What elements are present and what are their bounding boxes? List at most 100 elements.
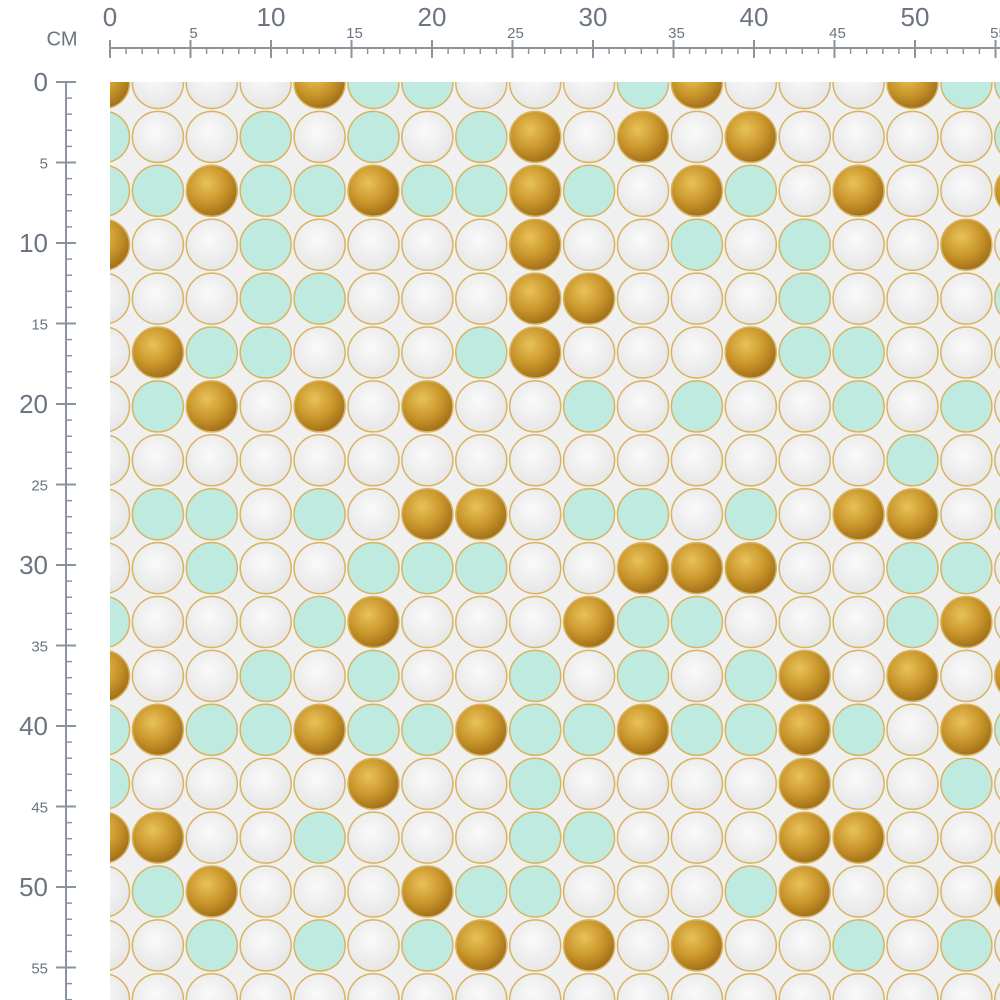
pattern-circle [293,82,346,110]
pattern-circle [886,218,939,271]
left-tick-label: 10 [19,228,48,258]
pattern-circle [670,703,724,757]
pattern-circle [724,757,778,810]
pattern-circle [670,865,724,918]
left-tick-label: 40 [19,711,48,741]
pattern-circle [347,541,400,595]
pattern-circle [616,326,670,379]
pattern-circle [832,380,885,433]
pattern-circle [131,973,185,1000]
pattern-circle [347,218,400,271]
pattern-circle [508,595,562,649]
pattern-circle [886,487,939,541]
pattern-circle [508,487,562,541]
pattern-circle [508,541,562,595]
pattern-circle [508,919,562,972]
pattern-circle [455,757,508,810]
pattern-circle [347,811,400,864]
pattern-circle [347,865,400,918]
left-tick-label: 35 [31,639,48,656]
pattern-circle [940,326,993,379]
pattern-circle [778,757,831,810]
pattern-circle [994,713,1000,747]
pattern-circle [347,595,400,649]
pattern-circle [778,434,831,487]
pattern-circle [401,703,454,757]
pattern-circle [670,164,724,218]
pattern-circle [508,434,562,487]
pattern-circle [994,874,1000,909]
left-tick-label: 0 [34,67,48,97]
pattern-circle [832,865,885,918]
pattern-circle [293,487,346,541]
pattern-circle [670,811,724,864]
pattern-circle [508,811,562,864]
pattern-circle [110,219,131,271]
top-tick-label: 50 [901,2,930,32]
pattern-circle [940,541,993,595]
pattern-circle [886,380,939,433]
pattern-circle [239,110,292,164]
pattern-circle [293,703,346,757]
pattern-circle [940,865,993,918]
left-tick-label: 30 [19,550,48,580]
pattern-circle [110,704,131,756]
pattern-circle [994,659,1000,693]
fabric-pattern [110,82,1000,1000]
pattern-circle [832,973,885,1000]
pattern-circle [670,973,724,1000]
top-tick-label: 5 [189,25,197,42]
pattern-circle [994,281,1000,316]
pattern-circle [940,595,993,649]
pattern-circle [110,326,131,379]
pattern-circle [508,110,562,164]
pattern-circle [131,272,185,325]
pattern-circle [670,649,724,703]
pattern-circle [185,218,239,271]
pattern-circle [562,326,616,379]
pattern-circle [131,82,185,110]
pattern-circle [239,811,292,864]
pattern-circle [778,919,831,972]
pattern-circle [832,218,885,271]
pattern-circle [293,811,346,864]
pattern-circle [670,595,724,649]
pattern-circle [778,541,831,595]
pattern-circle [401,272,454,325]
pattern-circle [832,595,885,649]
pattern-circle [131,380,185,433]
pattern-circle [724,164,778,218]
pattern-circle [347,919,400,972]
pattern-circle [508,380,562,433]
pattern-circle [131,919,185,972]
pattern-circle [293,649,346,703]
pattern-circle [724,380,778,433]
pattern-circle [940,811,993,864]
pattern-circle [110,596,131,648]
pattern-circle [724,110,778,164]
pattern-circle [994,443,1000,477]
pattern-circle [131,434,185,487]
pattern-circle [994,228,1000,262]
pattern-circle [239,919,292,972]
pattern-circle [347,703,400,757]
top-tick-label: 30 [579,2,608,32]
top-tick-label: 40 [740,2,769,32]
left-tick-label: 50 [19,872,48,902]
pattern-circle [239,272,292,325]
pattern-circle [401,218,454,271]
pattern-circle [185,865,239,918]
pattern-circle [994,120,1000,154]
pattern-circle [616,110,670,164]
left-tick-label: 20 [19,389,48,419]
pattern-circle [401,434,454,487]
top-tick-label: 20 [418,2,447,32]
pattern-circle [455,595,508,649]
pattern-circle [994,497,1000,531]
pattern-circle [293,110,346,164]
left-tick-label: 55 [31,961,48,978]
pattern-circle [455,919,508,972]
pattern-circle [185,919,239,972]
pattern-circle [724,649,778,703]
